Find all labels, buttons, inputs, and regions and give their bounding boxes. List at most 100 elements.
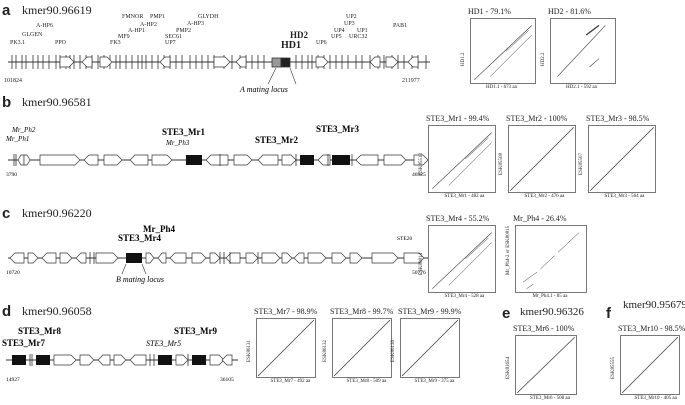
dotplot-title: HD1 - 79.1% xyxy=(468,7,511,16)
gene-arrow xyxy=(369,56,381,68)
dotplot-y-label: ESK85507 xyxy=(579,152,584,175)
label-up1: UP1 xyxy=(357,28,368,34)
dotplot-frame xyxy=(256,318,316,378)
label-mr-ph3: Mr_Ph3 xyxy=(165,139,190,147)
panel-c-end: 50776 xyxy=(412,270,426,276)
panel-b-contig: kmer90.96581 xyxy=(22,95,92,109)
dotplot-svg xyxy=(590,127,654,191)
gene-arrow xyxy=(235,56,247,68)
gene-arrow xyxy=(23,154,31,166)
dotplot-x-label: STE3_Mr6 - 508 aa xyxy=(530,396,570,401)
gene-arrow xyxy=(225,252,241,264)
dotplot-title: Mr_Ph4 - 26.4% xyxy=(513,214,567,223)
dotplot-title: STE3_Mr4 - 55.2% xyxy=(426,214,490,223)
gene-arrow xyxy=(9,252,25,264)
hd1-gene xyxy=(271,57,282,68)
panel-b-gene-map: Mr_Ph2 Mr_Ph1 STE3_Mr1 Mr_Ph3 STE3_Mr2 S… xyxy=(5,124,430,178)
label-urc32: URC32 xyxy=(349,34,367,40)
dotplot-x-label: HD2.1 - 592 aa xyxy=(566,85,597,90)
dotplot-x-label: STE3_Mr8 - 509 aa xyxy=(346,379,387,384)
gene-arrow xyxy=(113,354,127,366)
dotplot-svg xyxy=(401,319,459,377)
gene-arrow xyxy=(331,252,347,264)
label-ste3-mr9: STE3_Mr9 xyxy=(174,326,218,336)
gene-arrow xyxy=(245,252,259,264)
dotplot-alignment-line xyxy=(589,58,600,68)
dotplot-svg xyxy=(432,232,492,289)
gene-arrow xyxy=(151,154,173,166)
dotplot-alignment-line xyxy=(506,30,529,52)
panel-a-contig: kmer90.96619 xyxy=(22,3,92,17)
dotplot-alignment-line xyxy=(590,127,654,191)
label-pmp1: PMP1 xyxy=(150,14,165,20)
gene-arrow xyxy=(59,56,75,68)
gene-arrow xyxy=(221,354,233,366)
label-up7: UP7 xyxy=(165,40,176,46)
gene-arrow xyxy=(383,154,407,166)
gene-arrow xyxy=(349,252,363,264)
dotplot-y-label: ESK85555 xyxy=(611,356,616,379)
dotplot-title: STE3_Mr1 - 99.4% xyxy=(426,114,490,123)
dotplot-y-label: ESK86131 xyxy=(247,339,252,362)
gene-arrow xyxy=(205,154,229,166)
label-ste3-mr4: STE3_Mr4 xyxy=(118,233,162,243)
gene-arrow xyxy=(83,154,99,166)
gene-arrow xyxy=(371,252,399,264)
ste3-mr4-gene xyxy=(126,253,142,263)
dotplot-title: STE3_Mr2 - 100% xyxy=(506,114,568,123)
gene-arrow xyxy=(213,56,231,68)
dotplot-alignment-line xyxy=(257,319,315,377)
panel-f-contig: kmer90.95679 xyxy=(623,299,685,311)
dotplot-title: STE3_Mr7 - 98.9% xyxy=(254,307,318,316)
gene-arrow xyxy=(281,154,297,166)
panel-c-start: 10720 xyxy=(6,270,20,276)
b-mating-locus-label: B mating locus xyxy=(116,275,164,284)
ste3-mr3-gene xyxy=(332,155,350,165)
panel-e-letter: e xyxy=(502,305,511,322)
label-pmp2: PMP2 xyxy=(176,28,191,34)
label-ste20: STE20 xyxy=(397,236,413,242)
label-mr-ph4: Mr_Ph4 xyxy=(143,224,175,234)
gene-arrow xyxy=(95,252,119,264)
gene-arrow xyxy=(169,252,187,264)
panel-b-start: 3790 xyxy=(6,172,17,178)
dotplot-x-label: STE3_Mr10 - 405 aa xyxy=(634,396,677,401)
label-up6: UP6 xyxy=(316,40,327,46)
label-ste3-mr5: STE3_Mr5 xyxy=(146,339,181,348)
dotplot-alignment-line xyxy=(333,319,391,377)
dotplot-alignment-line xyxy=(516,336,576,394)
gene-arrow xyxy=(209,354,225,366)
gene-arrow xyxy=(59,252,73,264)
label-up5: UP5 xyxy=(331,34,342,40)
dotplot-x-label: STE3_Mr4 - 528 aa xyxy=(444,294,485,299)
gene-arrow xyxy=(355,154,379,166)
dotplot-frame xyxy=(428,125,496,193)
panel-f-letter: f xyxy=(606,305,611,322)
dotplot-y-label: ESK85508 xyxy=(499,152,504,175)
dotplot-alignment-line xyxy=(526,283,534,289)
panel-d-letter: d xyxy=(2,303,12,320)
dotplot-alignment-line xyxy=(432,132,492,189)
gene-arrow xyxy=(315,56,329,68)
dotplot-x-label: STE3_Mr2 - 476 aa xyxy=(524,194,565,199)
dotplot-y-label: ESK81654 xyxy=(506,356,511,379)
dotplot-alignment-line xyxy=(473,25,533,81)
gene-arrow xyxy=(39,154,81,166)
dotplot-svg xyxy=(257,319,315,377)
panel-c-letter: c xyxy=(2,205,11,222)
panel-a-end: 211977 xyxy=(402,78,420,84)
gene-arrow xyxy=(233,154,253,166)
label-ste3-mr2: STE3_Mr2 xyxy=(255,135,299,145)
gene-arrow xyxy=(413,154,429,166)
label-ahp6: A-HP6 xyxy=(36,23,53,29)
dotplot-alignment-line xyxy=(540,255,555,270)
gene-arrow xyxy=(129,154,149,166)
hd2-gene xyxy=(280,57,291,68)
label-mf9: MF9 xyxy=(118,34,130,40)
label-ste3-mr1: STE3_Mr1 xyxy=(162,127,206,137)
dotplot-alignment-line xyxy=(465,137,489,160)
dotplot-alignment-line xyxy=(510,127,574,191)
dotplot-title: STE3_Mr9 - 99.9% xyxy=(398,307,462,316)
dotplot-frame xyxy=(332,318,392,378)
gene-arrow xyxy=(129,354,147,366)
